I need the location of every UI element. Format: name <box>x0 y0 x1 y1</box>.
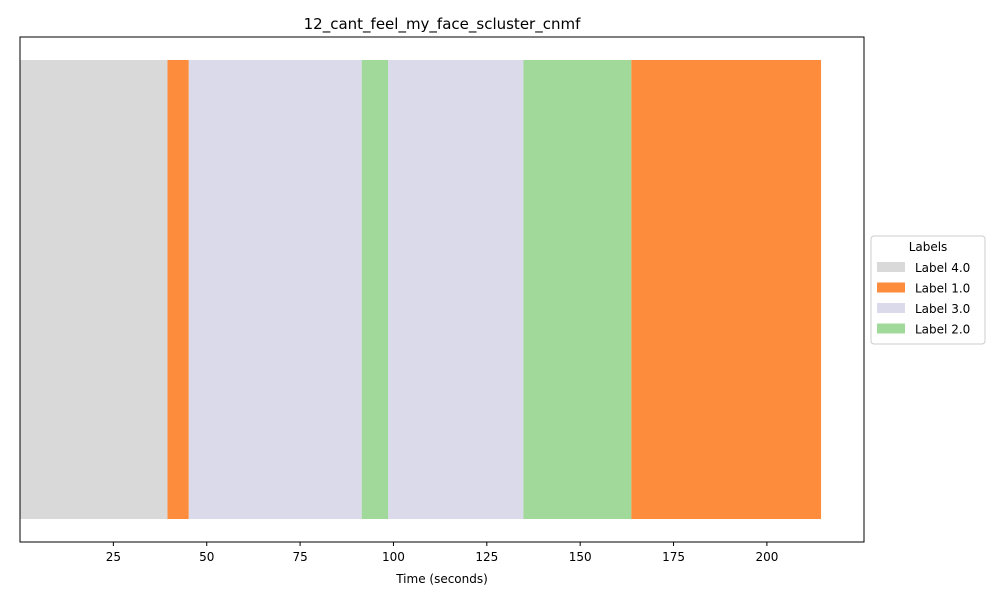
segment-5 <box>388 60 524 519</box>
x-tick-label: 100 <box>382 550 405 564</box>
legend-title: Labels <box>909 240 948 254</box>
legend-swatch <box>877 282 905 293</box>
x-axis-label: Time (seconds) <box>395 572 488 586</box>
segment-4 <box>361 60 389 519</box>
legend-swatch <box>877 303 905 313</box>
segment-1 <box>20 60 168 519</box>
x-tick-label: 125 <box>475 550 498 564</box>
x-tick-label: 175 <box>662 550 685 564</box>
legend-swatch <box>877 323 905 334</box>
segment-2 <box>167 60 189 519</box>
plot-frame <box>19 36 865 543</box>
chart-title: 12_cant_feel_my_face_scluster_cnmf <box>304 15 581 34</box>
legend-label: Label 2.0 <box>915 323 970 337</box>
legend-swatch <box>877 262 905 272</box>
x-tick-label: 50 <box>199 550 214 564</box>
legend-label: Label 3.0 <box>915 302 970 316</box>
x-tick-label: 200 <box>755 550 778 564</box>
x-axis-ticks: 25 50 75 100 125 150 175 200 <box>106 542 778 564</box>
x-tick-label: 25 <box>106 550 121 564</box>
segment-7 <box>631 60 822 519</box>
segment-3 <box>188 60 362 519</box>
segments-layer <box>20 60 822 519</box>
legend-entries: Label 4.0 Label 1.0 Label 3.0 Label 2.0 <box>877 261 970 337</box>
x-tick-label: 75 <box>292 550 307 564</box>
segment-6 <box>523 60 632 519</box>
legend-label: Label 1.0 <box>915 282 970 296</box>
legend-label: Label 4.0 <box>915 261 970 275</box>
x-tick-label: 150 <box>569 550 592 564</box>
